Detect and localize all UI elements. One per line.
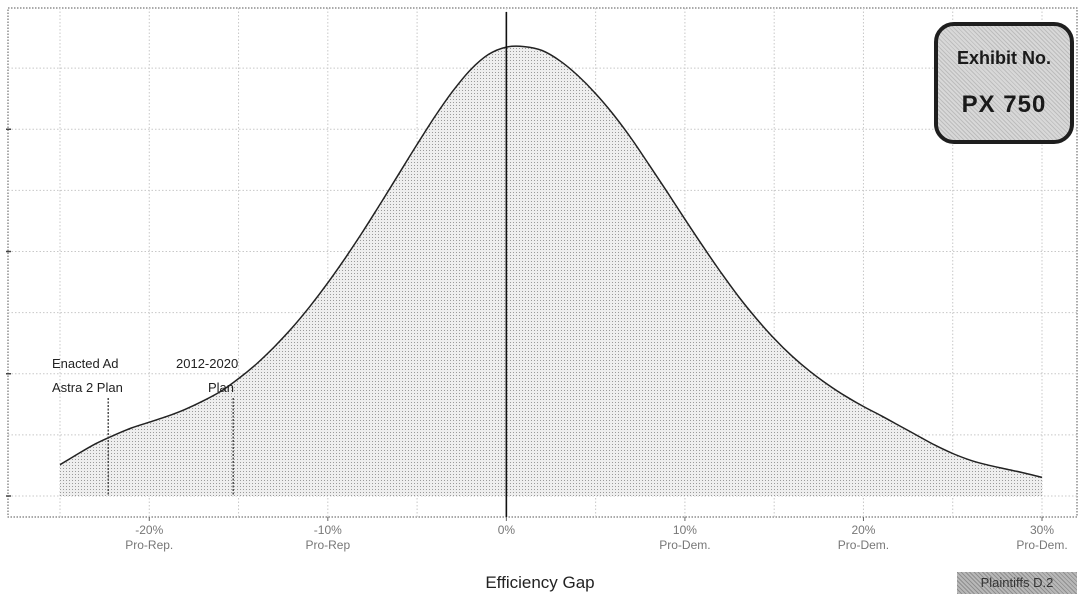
- x-tick-label: 30%: [1030, 523, 1054, 537]
- x-tick-sublabel: Pro-Rep.: [125, 538, 173, 552]
- x-axis-title: Efficiency Gap: [485, 573, 594, 592]
- exhibit-number: PX 750: [961, 91, 1047, 118]
- density-area: [60, 46, 1042, 496]
- x-tick-label: 20%: [851, 523, 875, 537]
- x-tick-label: -10%: [314, 523, 342, 537]
- footer-badge: Plaintiffs D.2: [957, 572, 1077, 594]
- x-tick-label: 0%: [498, 523, 516, 537]
- plan-marker-label-line2: Plan: [208, 380, 234, 395]
- x-tick-sublabel: Pro-Dem.: [1016, 538, 1067, 552]
- x-tick-label: -20%: [135, 523, 163, 537]
- x-tick-sublabel: Pro-Dem.: [838, 538, 889, 552]
- exhibit-sticker: Exhibit No. PX 750: [934, 22, 1074, 144]
- plan-markers: Enacted Ad Astra 2 Plan 2012-2020 Plan: [52, 356, 238, 496]
- plan-marker-label-line1: Enacted Ad: [52, 356, 119, 371]
- density-curve: [59, 45, 1043, 479]
- y-axis-ticks: [6, 128, 11, 497]
- x-tick-label: 10%: [673, 523, 697, 537]
- x-tick-sublabel: Pro-Rep: [305, 538, 350, 552]
- exhibit-label: Exhibit No.: [957, 48, 1051, 68]
- plan-marker-label-line1: 2012-2020: [176, 356, 238, 371]
- x-tick-sublabel: Pro-Dem.: [659, 538, 710, 552]
- plan-marker-label-line2: Astra 2 Plan: [52, 380, 123, 395]
